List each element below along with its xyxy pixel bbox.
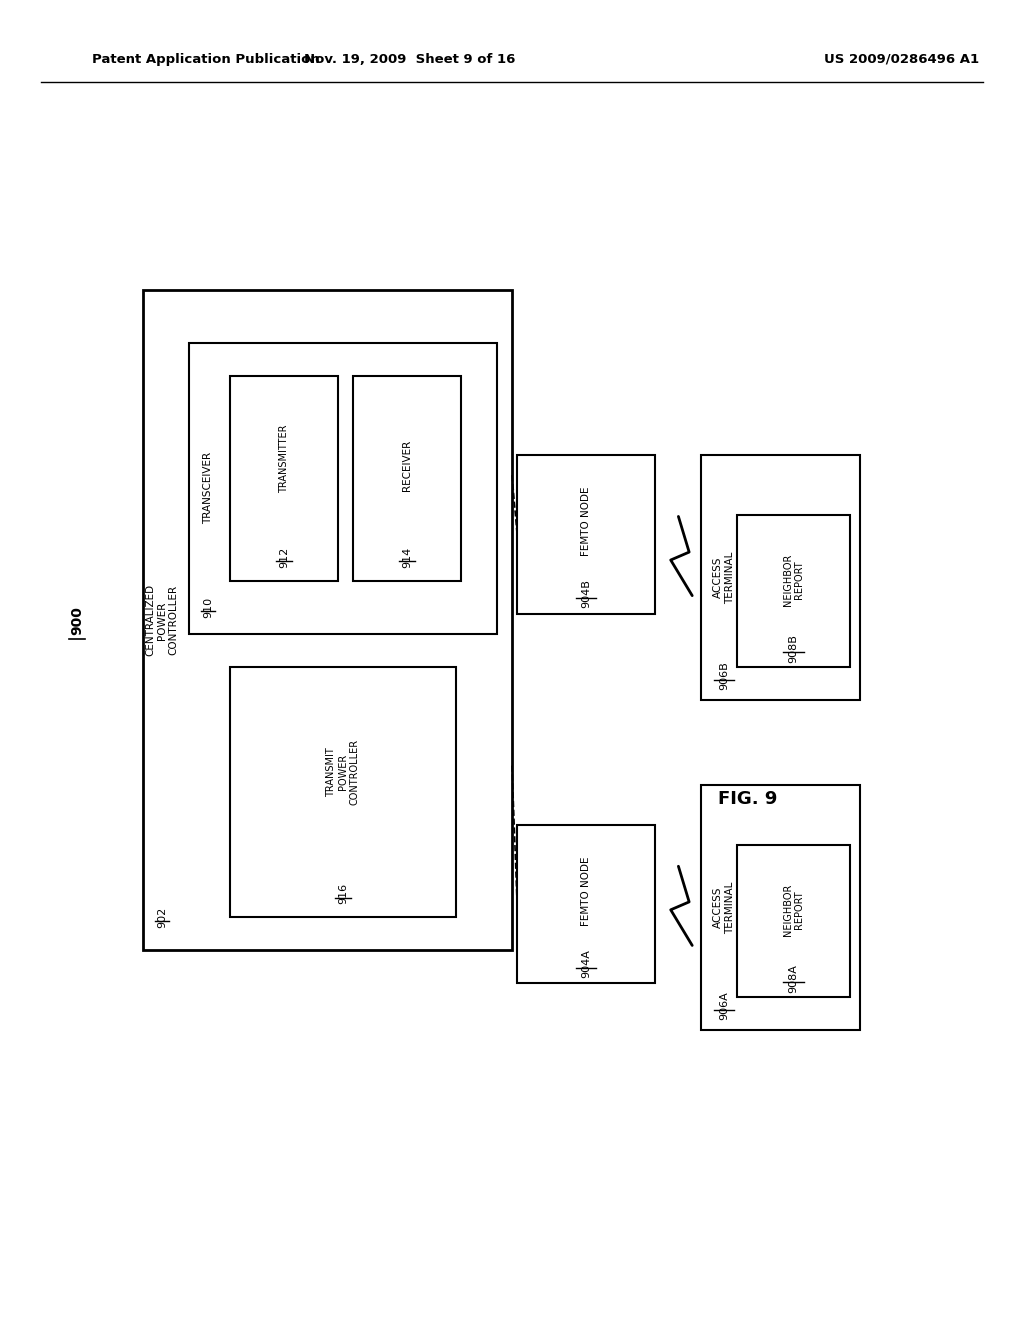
Text: 904B: 904B [582,579,591,609]
Text: 910: 910 [203,597,213,618]
Bar [737,845,850,997]
Bar [517,455,655,614]
Bar [143,290,512,950]
Bar [517,825,655,983]
Text: 904A: 904A [582,949,591,978]
Text: RECEIVER: RECEIVER [402,440,412,491]
Text: 906B: 906B [719,661,729,690]
Text: CENTRALIZED
POWER
CONTROLLER: CENTRALIZED POWER CONTROLLER [145,585,178,656]
Bar [189,343,497,634]
Text: Nov. 19, 2009  Sheet 9 of 16: Nov. 19, 2009 Sheet 9 of 16 [304,53,515,66]
Text: NEIGHBOR
REPORT: NEIGHBOR REPORT [782,554,805,606]
Text: FIG. 9: FIG. 9 [718,789,777,808]
Text: 908A: 908A [788,964,799,993]
Text: 912: 912 [280,546,289,568]
Text: NEIGHBOR
REPORT: NEIGHBOR REPORT [782,884,805,936]
Bar [230,376,338,581]
Text: ACCESS
TERMINAL: ACCESS TERMINAL [713,882,735,933]
Text: US 2009/0286496 A1: US 2009/0286496 A1 [823,53,979,66]
Text: 916: 916 [338,883,348,904]
Text: ACCESS
TERMINAL: ACCESS TERMINAL [713,552,735,603]
Bar [230,667,456,917]
Text: TRANSCEIVER: TRANSCEIVER [203,453,213,524]
Bar [737,515,850,667]
Text: FEMTO NODE: FEMTO NODE [582,487,591,556]
Bar [701,785,860,1030]
Text: TRANSMITTER: TRANSMITTER [280,425,289,492]
Text: 906A: 906A [719,991,729,1020]
Text: 902: 902 [157,907,167,928]
Bar [353,376,461,581]
Text: 900: 900 [70,606,84,635]
Text: FEMTO NODE: FEMTO NODE [582,857,591,925]
Text: 914: 914 [402,546,412,568]
Text: TRANSMIT
POWER
CONTROLLER: TRANSMIT POWER CONTROLLER [327,739,359,805]
Text: 908B: 908B [788,634,799,663]
Bar [701,455,860,700]
Text: Patent Application Publication: Patent Application Publication [92,53,319,66]
